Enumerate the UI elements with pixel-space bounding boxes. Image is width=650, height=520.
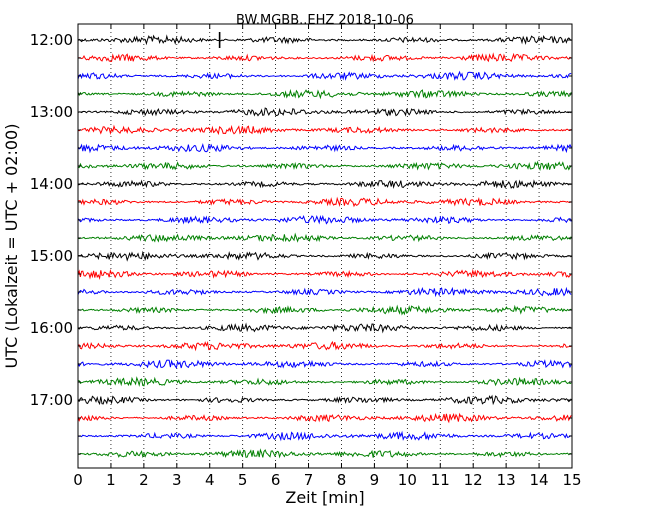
x-tick-label: 7 bbox=[304, 471, 314, 489]
trace-1530 bbox=[77, 286, 572, 298]
seismogram-traces bbox=[77, 34, 572, 459]
x-tick-label: 1 bbox=[106, 471, 116, 489]
x-tick-label: 2 bbox=[139, 471, 149, 489]
trace-1215 bbox=[77, 52, 572, 63]
trace-1430 bbox=[77, 214, 572, 225]
y-tick-label: 16:00 bbox=[30, 319, 73, 337]
trace-1615 bbox=[77, 340, 572, 352]
trace-1230 bbox=[77, 70, 572, 81]
x-tick-label: 15 bbox=[562, 471, 581, 489]
x-tick-label: 6 bbox=[271, 471, 281, 489]
y-tick-label: 13:00 bbox=[30, 103, 73, 121]
chart-title: BW.MGBB..EHZ 2018-10-06 bbox=[236, 13, 414, 28]
x-tick-label: 11 bbox=[431, 471, 450, 489]
x-tick-label: 0 bbox=[73, 471, 83, 489]
y-axis-label: UTC (Lokalzeit = UTC + 02:00) bbox=[2, 124, 21, 369]
y-tick-label: 14:00 bbox=[30, 175, 73, 193]
trace-1200 bbox=[77, 34, 572, 46]
trace-1745 bbox=[77, 448, 572, 459]
trace-1630 bbox=[77, 359, 572, 370]
trace-1345 bbox=[77, 160, 572, 171]
trace-1315 bbox=[77, 124, 572, 136]
trace-1415 bbox=[77, 196, 572, 208]
trace-1330 bbox=[77, 142, 572, 154]
x-tick-label: 9 bbox=[370, 471, 380, 489]
trace-1500 bbox=[77, 250, 572, 262]
trace-1245 bbox=[77, 88, 572, 100]
x-axis-label: Zeit [min] bbox=[285, 488, 364, 507]
y-tick-label: 15:00 bbox=[30, 247, 73, 265]
trace-1600 bbox=[77, 322, 572, 334]
x-axis-ticks: 0 1 2 3 4 5 6 7 8 9 10 11 12 13 14 15 bbox=[73, 24, 582, 489]
y-axis-ticks: 12:00 13:00 14:00 15:00 16:00 17:00 bbox=[30, 31, 572, 455]
trace-1545 bbox=[77, 304, 572, 316]
x-tick-label: 12 bbox=[464, 471, 483, 489]
y-tick-label: 17:00 bbox=[30, 391, 73, 409]
plot-frame bbox=[77, 23, 573, 469]
trace-1400 bbox=[77, 179, 572, 189]
x-tick-label: 10 bbox=[398, 471, 417, 489]
trace-1700 bbox=[77, 394, 572, 406]
x-tick-label: 3 bbox=[172, 471, 182, 489]
trace-1515 bbox=[77, 268, 572, 280]
trace-1645 bbox=[77, 376, 572, 387]
y-tick-label: 12:00 bbox=[30, 31, 73, 49]
x-tick-label: 5 bbox=[238, 471, 248, 489]
trace-1445 bbox=[77, 232, 572, 243]
trace-1715 bbox=[77, 412, 572, 424]
x-tick-label: 4 bbox=[205, 471, 215, 489]
trace-1300 bbox=[77, 107, 572, 117]
x-gridlines bbox=[110, 24, 540, 468]
trace-1730 bbox=[77, 430, 572, 442]
x-tick-label: 13 bbox=[497, 471, 516, 489]
x-tick-label: 8 bbox=[337, 471, 347, 489]
x-tick-label: 14 bbox=[530, 471, 549, 489]
